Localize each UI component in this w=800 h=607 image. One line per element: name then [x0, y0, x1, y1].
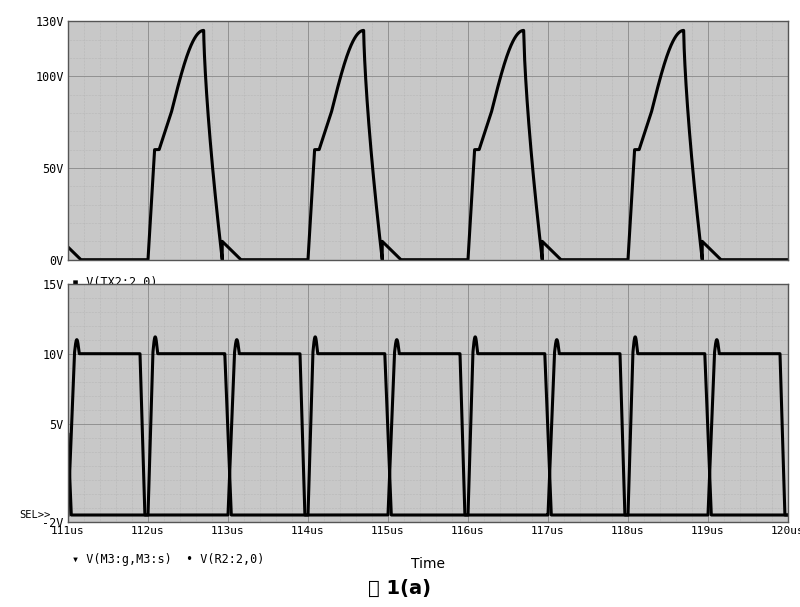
Text: 图 1(a): 图 1(a): [369, 579, 431, 598]
Text: ▾ V(M3:g,M3:s)  • V(R2:2,0): ▾ V(M3:g,M3:s) • V(R2:2,0): [72, 553, 264, 566]
Text: SEL>>: SEL>>: [19, 510, 50, 520]
X-axis label: Time: Time: [411, 557, 445, 571]
Text: ▪ V(TX2:2,0): ▪ V(TX2:2,0): [72, 276, 157, 290]
